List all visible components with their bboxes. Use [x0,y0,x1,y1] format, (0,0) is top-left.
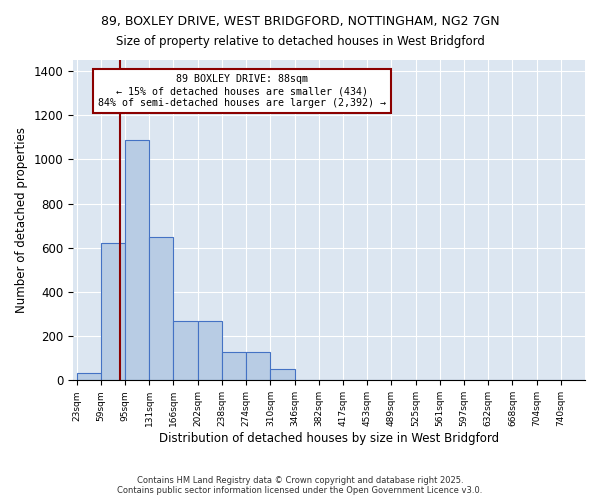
Text: 89, BOXLEY DRIVE, WEST BRIDGFORD, NOTTINGHAM, NG2 7GN: 89, BOXLEY DRIVE, WEST BRIDGFORD, NOTTIN… [101,15,499,28]
Bar [125,140,149,380]
Text: Contains HM Land Registry data © Crown copyright and database right 2025.
Contai: Contains HM Land Registry data © Crown c… [118,476,482,495]
Bar [197,320,222,380]
Bar [173,320,197,380]
Y-axis label: Number of detached properties: Number of detached properties [15,127,28,313]
Text: 89 BOXLEY DRIVE: 88sqm
← 15% of detached houses are smaller (434)
84% of semi-de: 89 BOXLEY DRIVE: 88sqm ← 15% of detached… [98,74,386,108]
Bar [222,352,246,380]
Bar [246,352,271,380]
X-axis label: Distribution of detached houses by size in West Bridgford: Distribution of detached houses by size … [159,432,499,445]
Bar [77,372,101,380]
Text: Size of property relative to detached houses in West Bridgford: Size of property relative to detached ho… [116,35,484,48]
Bar [271,370,295,380]
Bar [101,244,125,380]
Bar [149,236,173,380]
